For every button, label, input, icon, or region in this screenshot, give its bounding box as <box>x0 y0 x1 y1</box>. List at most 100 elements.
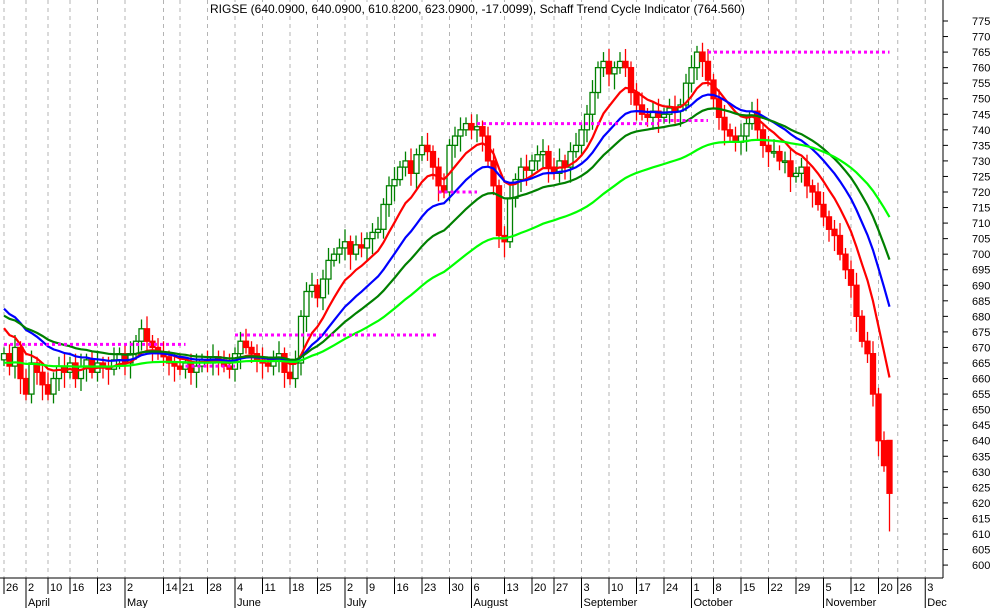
candle-body <box>688 66 695 84</box>
candle-body <box>143 328 151 342</box>
candle <box>660 108 668 124</box>
candle <box>242 328 250 354</box>
candle-body <box>776 150 783 162</box>
candle-body <box>616 60 624 69</box>
y-tick-label: 755 <box>972 78 990 90</box>
candle-body <box>396 166 404 181</box>
candle-body <box>363 237 371 249</box>
candle <box>44 372 52 401</box>
candle-body <box>385 185 393 206</box>
candle-body <box>495 185 503 237</box>
candle <box>501 226 508 258</box>
candle <box>512 173 519 208</box>
candle-body <box>77 365 85 380</box>
y-tick-label: 710 <box>972 218 990 230</box>
x-tick-label: 13 <box>507 582 519 594</box>
candle-body <box>50 377 57 395</box>
month-label: October <box>694 597 733 608</box>
candle-body <box>743 122 750 137</box>
month-label: November <box>826 597 877 608</box>
moving-average-line <box>3 107 891 361</box>
candle-body <box>809 185 816 193</box>
candle <box>281 347 288 388</box>
x-tick-label: 28 <box>210 582 222 594</box>
candle-body <box>66 362 74 373</box>
y-tick-label: 730 <box>972 156 990 168</box>
candle <box>352 235 360 261</box>
candle-body <box>853 284 860 318</box>
candle <box>308 272 316 298</box>
candle <box>55 356 63 391</box>
x-tick-label: 14 <box>166 582 178 594</box>
x-tick-label: 9 <box>369 582 375 594</box>
candle-body <box>638 104 646 115</box>
candle <box>330 247 338 267</box>
candle <box>611 61 618 90</box>
candle-body <box>699 51 706 63</box>
month-label: July <box>347 597 367 608</box>
candle <box>809 179 816 208</box>
candle <box>402 151 409 177</box>
y-tick-label: 700 <box>972 249 990 261</box>
candle <box>545 145 552 183</box>
candle-body <box>303 290 310 318</box>
candle-body <box>726 129 734 137</box>
candle-body <box>380 203 387 230</box>
candle-body <box>836 234 844 255</box>
x-tick-label: 15 <box>743 582 755 594</box>
y-tick-label: 725 <box>972 171 990 183</box>
candle <box>424 132 431 161</box>
candle-body <box>33 362 41 373</box>
candle <box>787 148 794 192</box>
candle-body <box>457 129 464 137</box>
candle <box>303 282 310 332</box>
candle <box>154 338 162 360</box>
candle-body <box>341 241 349 249</box>
y-tick-label: 705 <box>972 234 990 246</box>
candle <box>396 160 404 186</box>
candle <box>457 117 464 152</box>
x-tick-label: 3 <box>927 582 933 594</box>
y-tick-label: 770 <box>972 32 990 44</box>
chart-title: RIGSE (640.0900, 640.0900, 610.8200, 623… <box>210 2 745 16</box>
candle-body <box>490 160 497 187</box>
candle-body <box>644 113 651 119</box>
candle <box>732 126 739 152</box>
candle-body <box>165 356 173 364</box>
candle <box>825 210 833 242</box>
candle <box>77 353 85 391</box>
candle <box>297 310 305 376</box>
candle-body <box>462 122 470 131</box>
candle-body <box>627 66 635 94</box>
candle-body <box>528 160 536 171</box>
y-tick-label: 760 <box>972 63 990 75</box>
candle <box>336 238 343 264</box>
x-tick-label: 2 <box>28 582 34 594</box>
candle <box>836 223 844 261</box>
candle <box>462 117 470 137</box>
candle-body <box>847 269 855 286</box>
candle <box>649 101 657 130</box>
candle <box>451 126 459 158</box>
candle <box>842 247 849 280</box>
candle-body <box>28 362 35 395</box>
candle-body <box>523 166 530 171</box>
moving-average-line <box>3 138 891 368</box>
candle <box>567 142 574 183</box>
y-tick-label: 655 <box>972 389 990 401</box>
candle-body <box>308 284 316 293</box>
candle <box>858 310 866 348</box>
candle-body <box>424 144 431 153</box>
candle-body <box>330 253 338 262</box>
candle <box>820 191 827 227</box>
x-tick-label: 16 <box>72 582 84 594</box>
candle-body <box>831 228 838 237</box>
candle <box>600 52 607 77</box>
candle-body <box>429 150 437 168</box>
x-tick-label: 2 <box>347 582 353 594</box>
candle-body <box>886 439 893 494</box>
candle <box>589 80 596 130</box>
candle <box>633 83 640 121</box>
candle <box>699 42 706 77</box>
